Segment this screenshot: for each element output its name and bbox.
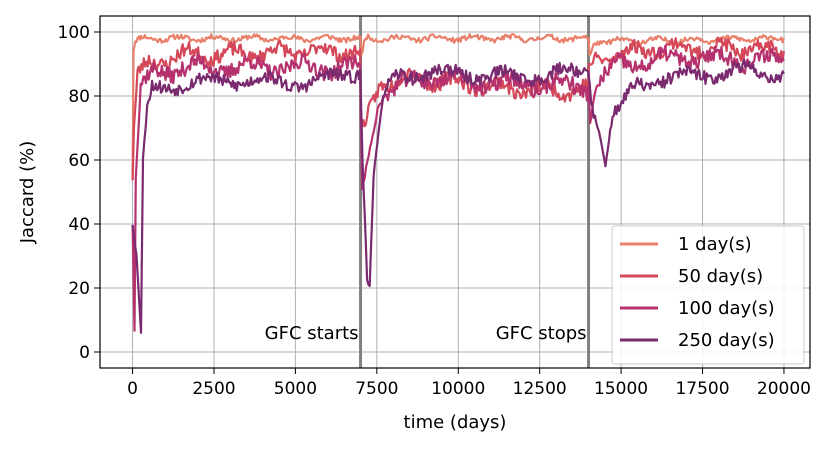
- y-tick-label: 40: [68, 215, 90, 235]
- annotation-gfc-starts: GFC starts: [265, 323, 359, 344]
- legend-label-2: 100 day(s): [678, 298, 775, 319]
- legend: 1 day(s) 50 day(s) 100 day(s) 250 day(s): [611, 225, 805, 365]
- x-tick-label: 10000: [431, 379, 485, 399]
- series-line-3: [131, 58, 785, 334]
- x-tick-label: 7500: [355, 379, 398, 399]
- legend-label-0: 1 day(s): [678, 234, 752, 255]
- x-axis-label: time (days): [404, 412, 507, 433]
- x-tick-label: 5000: [274, 379, 317, 399]
- x-tick-label: 20000: [757, 379, 811, 399]
- annotation-gfc-stops: GFC stops: [496, 323, 587, 344]
- x-tick-label: 0: [127, 379, 138, 399]
- y-tick-label: 100: [58, 23, 90, 43]
- legend-label-3: 250 day(s): [678, 330, 775, 351]
- y-tick-label: 80: [68, 87, 90, 107]
- x-tick-label: 2500: [192, 379, 235, 399]
- x-tick-label: 12500: [513, 379, 567, 399]
- y-tick-label: 0: [79, 343, 90, 363]
- y-axis-ticks: 0 20 40 60 80 100: [58, 23, 100, 363]
- x-tick-label: 17500: [675, 379, 729, 399]
- y-tick-label: 60: [68, 151, 90, 171]
- x-axis-ticks: 0 2500 5000 7500 10000 12500 15000 17500 20000: [127, 368, 811, 399]
- legend-label-1: 50 day(s): [678, 266, 763, 287]
- series-lines: [131, 33, 785, 334]
- y-tick-label: 20: [68, 279, 90, 299]
- series-line-1: [131, 36, 785, 181]
- x-tick-label: 15000: [594, 379, 648, 399]
- plot-frame: [99, 15, 811, 369]
- y-axis-label: Jaccard (%): [17, 141, 38, 245]
- legend-box: [611, 225, 805, 365]
